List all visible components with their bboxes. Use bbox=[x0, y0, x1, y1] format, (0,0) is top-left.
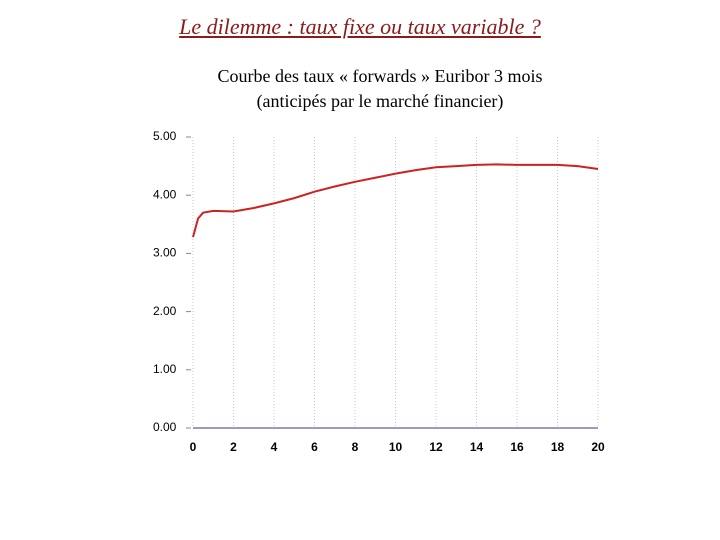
x-tick-label: 8 bbox=[352, 440, 359, 454]
y-tick-label: 1.00 bbox=[153, 362, 177, 376]
chart-subtitle: (anticipés par le marché financier) bbox=[256, 91, 504, 111]
y-tick-label: 3.00 bbox=[153, 246, 177, 260]
x-tick-label: 20 bbox=[591, 440, 605, 454]
x-tick-label: 16 bbox=[510, 440, 524, 454]
y-tick-label: 2.00 bbox=[153, 304, 177, 318]
x-tick-label: 4 bbox=[271, 440, 278, 454]
y-tick-label: 5.00 bbox=[153, 129, 177, 143]
x-tick-label: 0 bbox=[190, 440, 197, 454]
x-tick-label: 10 bbox=[389, 440, 403, 454]
x-tick-label: 6 bbox=[311, 440, 318, 454]
data-line bbox=[192, 163, 599, 238]
x-tick-label: 18 bbox=[551, 440, 565, 454]
x-tick-label: 14 bbox=[470, 440, 484, 454]
slide-title: Le dilemme : taux fixe ou taux variable … bbox=[179, 14, 541, 39]
x-tick-label: 2 bbox=[230, 440, 237, 454]
x-tick-label: 12 bbox=[429, 440, 443, 454]
y-tick-label: 0.00 bbox=[153, 420, 177, 434]
y-tick-label: 4.00 bbox=[153, 187, 177, 201]
chart-subtitle: Courbe des taux « forwards » Euribor 3 m… bbox=[217, 66, 543, 86]
